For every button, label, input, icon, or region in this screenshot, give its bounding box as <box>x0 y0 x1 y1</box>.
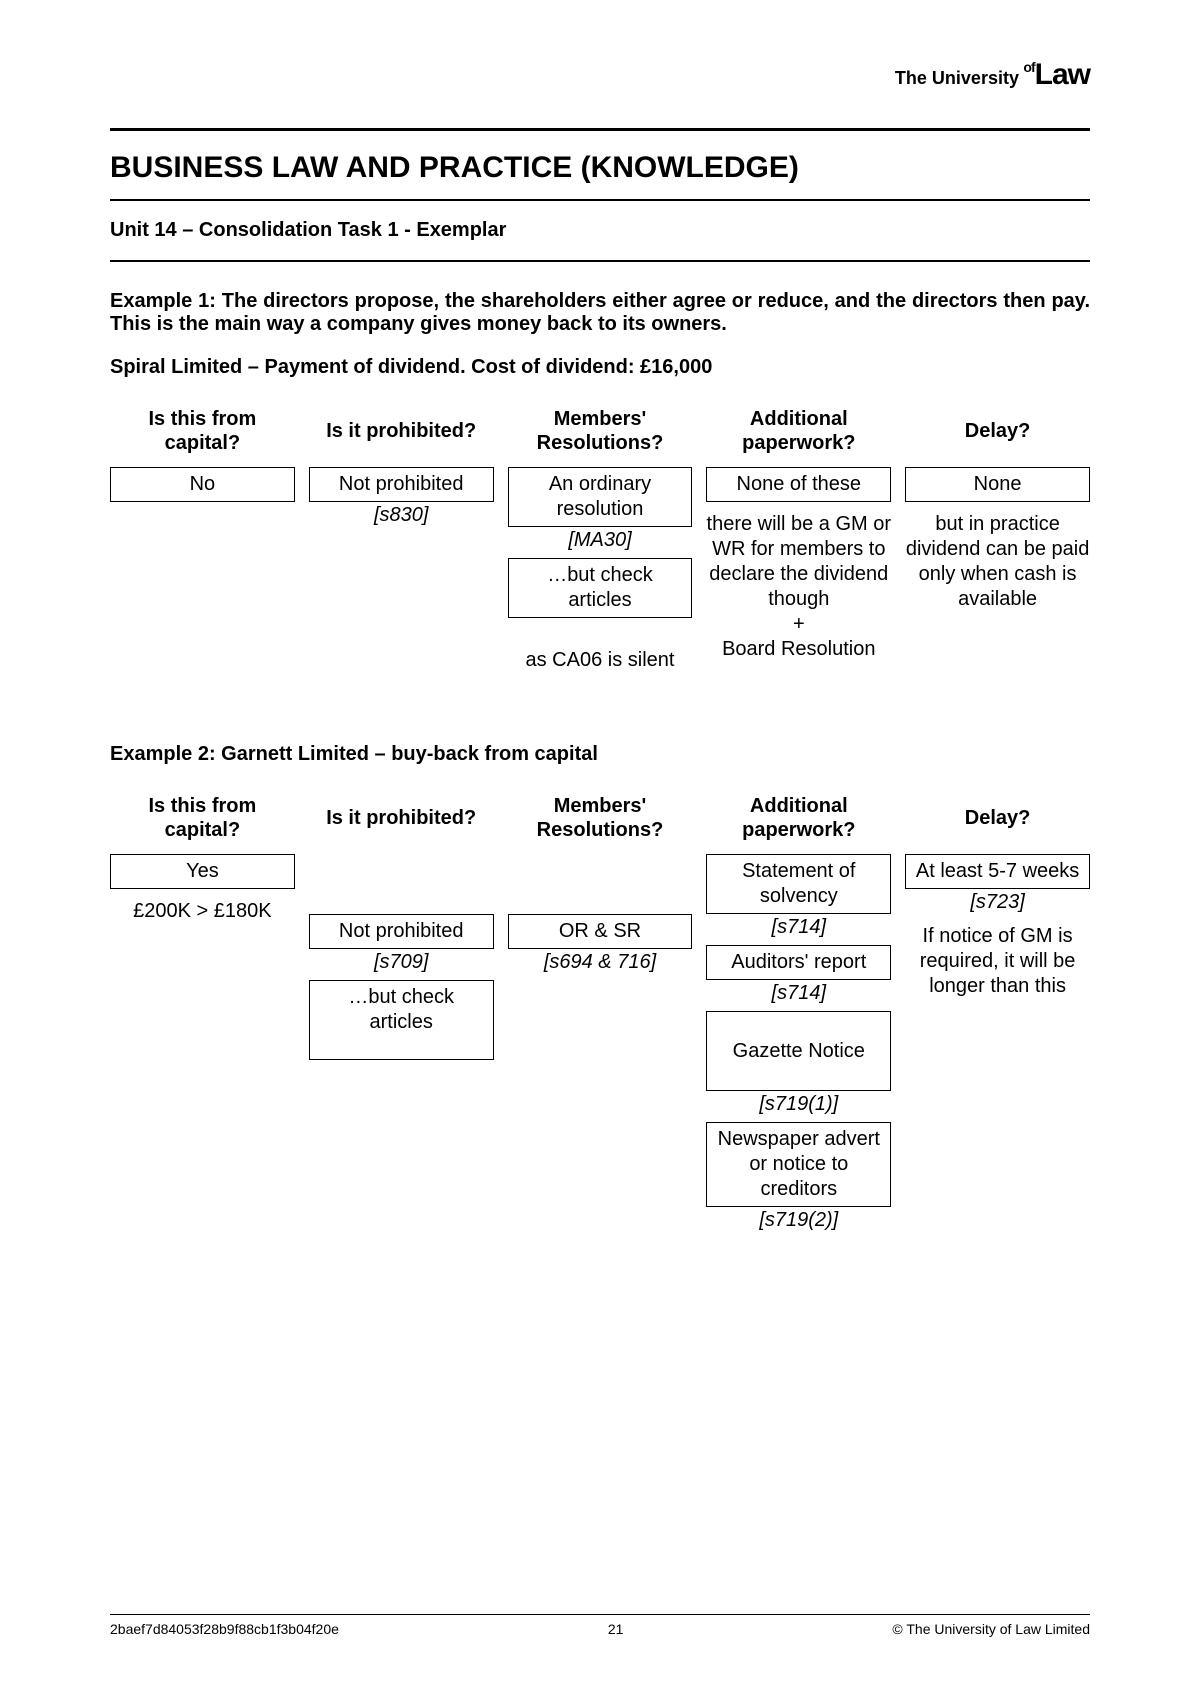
ex1-col2-head: Is it prohibited? <box>309 395 494 467</box>
ex1-col3-head: Members' Resolutions? <box>508 395 693 467</box>
ex2-col4-ref1: [s714] <box>706 916 891 939</box>
footer-row: 2baef7d84053f28b9f88cb1f3b04f20e 21 © Th… <box>110 1621 1090 1637</box>
ex1-col2: Is it prohibited? Not prohibited [s830] <box>309 395 494 533</box>
ex2-col1-head: Is this from capital? <box>110 782 295 854</box>
ex2-col2-head: Is it prohibited? <box>309 782 494 854</box>
ex2-col5-box1: At least 5-7 weeks <box>905 854 1090 889</box>
ex2-col3: Members' Resolutions? OR & SR [s694 & 71… <box>508 782 693 980</box>
ex1-col4-head: Additional paperwork? <box>706 395 891 467</box>
ex2-col1-box1: Yes <box>110 854 295 889</box>
ex1-col2-ref1: [s830] <box>309 504 494 527</box>
ex2-col5-ref1: [s723] <box>905 891 1090 914</box>
subtitle: Unit 14 – Consolidation Task 1 - Exempla… <box>110 219 1090 242</box>
ex2-col3-head: Members' Resolutions? <box>508 782 693 854</box>
ex2-col4-box2: Auditors' report <box>706 945 891 980</box>
ex1-col1: Is this from capital? No <box>110 395 295 504</box>
ex2-col5-head: Delay? <box>905 782 1090 854</box>
ex1-col3-ref1: [MA30] <box>508 529 693 552</box>
header: The University ofLaw <box>110 60 1090 120</box>
ex2-col3-box1: OR & SR <box>508 914 693 949</box>
example2-title: Example 2: Garnett Limited – buy-back fr… <box>110 743 1090 766</box>
ex2-col4: Additional paperwork? Statement of solve… <box>706 782 891 1238</box>
ex2-col4-box3: Gazette Notice <box>706 1011 891 1091</box>
university-logo: The University ofLaw <box>895 60 1090 90</box>
ex1-col5-box1: None <box>905 467 1090 502</box>
spacer <box>309 854 494 914</box>
ex2-col2-box2: …but check articles <box>309 980 494 1060</box>
ex1-col5-note: but in practice dividend can be paid onl… <box>905 512 1090 612</box>
ex2-col4-box1: Statement of solvency <box>706 854 891 914</box>
ex1-col3-box1: An ordinary resolution <box>508 467 693 527</box>
footer: 2baef7d84053f28b9f88cb1f3b04f20e 21 © Th… <box>110 1606 1090 1637</box>
example1-title: Spiral Limited – Payment of dividend. Co… <box>110 356 1090 379</box>
ex2-col2-box1: Not prohibited <box>309 914 494 949</box>
ex1-col4: Additional paperwork? None of these ther… <box>706 395 891 662</box>
ex2-col4-box4: Newspaper advert or notice to creditors <box>706 1122 891 1207</box>
ex1-col4-note: there will be a GM or WR for members to … <box>706 512 891 662</box>
ex2-col1: Is this from capital? Yes £200K > £180K <box>110 782 295 924</box>
ex1-col3: Members' Resolutions? An ordinary resolu… <box>508 395 693 673</box>
ex1-col5: Delay? None but in practice dividend can… <box>905 395 1090 612</box>
ex2-col2-ref1: [s709] <box>309 951 494 974</box>
logo-brand: ofLaw <box>1023 58 1090 91</box>
spacer <box>508 854 693 914</box>
example1-intro: Example 1: The directors propose, the sh… <box>110 290 1090 336</box>
ex1-col1-head: Is this from capital? <box>110 395 295 467</box>
ex1-col4-box1: None of these <box>706 467 891 502</box>
ex1-col1-box1: No <box>110 467 295 502</box>
ex2-col4-head: Additional paperwork? <box>706 782 891 854</box>
rule-2 <box>110 260 1090 262</box>
rule-1 <box>110 199 1090 201</box>
main-title: BUSINESS LAW AND PRACTICE (KNOWLEDGE) <box>110 151 1090 185</box>
logo-line1: The University <box>895 68 1019 88</box>
example2-grid: Is this from capital? Yes £200K > £180K … <box>110 782 1090 1238</box>
ex2-col4-ref2: [s714] <box>706 982 891 1005</box>
ex2-col3-ref1: [s694 & 716] <box>508 951 693 974</box>
ex2-col2: Is it prohibited? Not prohibited [s709] … <box>309 782 494 1062</box>
header-rule <box>110 128 1090 131</box>
ex1-col2-box1: Not prohibited <box>309 467 494 502</box>
ex2-col5: Delay? At least 5-7 weeks [s723] If noti… <box>905 782 1090 999</box>
ex2-col4-ref3: [s719(1)] <box>706 1093 891 1116</box>
footer-rule <box>110 1614 1090 1615</box>
ex2-col1-note: £200K > £180K <box>110 899 295 924</box>
footer-center: 21 <box>608 1621 624 1637</box>
ex1-col5-head: Delay? <box>905 395 1090 467</box>
ex2-col4-ref4: [s719(2)] <box>706 1209 891 1232</box>
ex2-col5-note: If notice of GM is required, it will be … <box>905 924 1090 999</box>
ex1-col3-note: as CA06 is silent <box>508 648 693 673</box>
footer-right: © The University of Law Limited <box>892 1621 1090 1637</box>
footer-left: 2baef7d84053f28b9f88cb1f3b04f20e <box>110 1621 339 1637</box>
page: The University ofLaw BUSINESS LAW AND PR… <box>0 0 1200 1697</box>
logo-of: of <box>1023 59 1034 75</box>
logo-law: Law <box>1035 58 1090 91</box>
example1-grid: Is this from capital? No Is it prohibite… <box>110 395 1090 673</box>
ex1-col3-box2: …but check articles <box>508 558 693 618</box>
